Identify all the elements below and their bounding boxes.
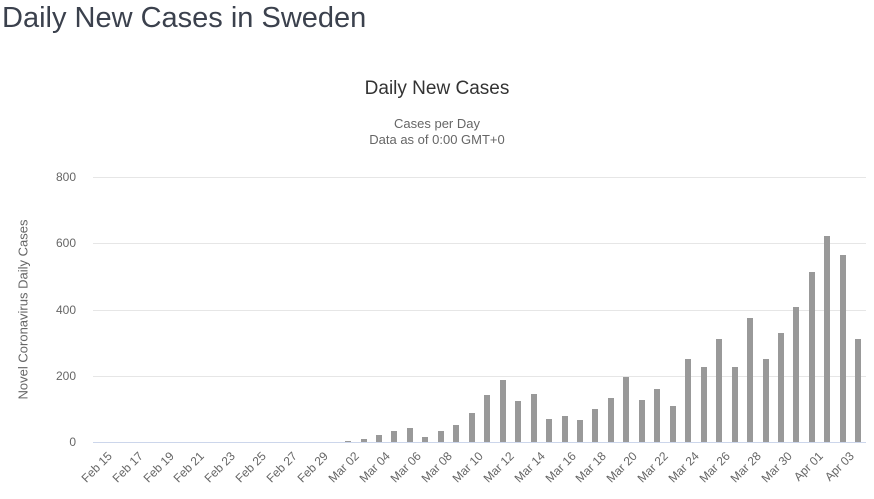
bar-mar-03[interactable] (360, 439, 367, 442)
bar-mar-25[interactable] (700, 367, 707, 442)
x-tick-label: Mar 04 (356, 449, 393, 486)
bar-mar-13[interactable] (515, 401, 522, 442)
bar-mar-10[interactable] (468, 413, 475, 442)
x-tick-label: Feb 29 (294, 449, 332, 486)
bar-mar-06[interactable] (406, 428, 413, 442)
plot-area (93, 177, 866, 443)
bar-mar-23[interactable] (669, 406, 676, 442)
chart-subtitle: Cases per Day Data as of 0:00 GMT+0 (0, 116, 874, 148)
bar-mar-15[interactable] (546, 419, 553, 442)
x-tick-label: Feb 21 (171, 449, 208, 486)
bar-mar-28[interactable] (747, 318, 754, 442)
page-title: Daily New Cases in Sweden (2, 2, 367, 34)
x-tick-label: Apr 03 (821, 449, 857, 484)
x-tick-label: Mar 22 (634, 449, 672, 486)
bar-mar-29[interactable] (762, 359, 769, 442)
bar-mar-16[interactable] (561, 416, 568, 442)
bar-mar-19[interactable] (607, 398, 614, 442)
bar-mar-30[interactable] (777, 333, 784, 442)
chart-subtitle-line-2: Data as of 0:00 GMT+0 (369, 132, 505, 147)
x-tick-label: Mar 02 (325, 449, 362, 486)
bar-mar-07[interactable] (422, 437, 429, 442)
bar-apr-01[interactable] (808, 272, 815, 442)
x-tick-label: Mar 26 (696, 449, 734, 486)
chart-subtitle-line-1: Cases per Day (394, 116, 480, 131)
bar-mar-27[interactable] (731, 367, 738, 442)
bar-mar-18[interactable] (592, 409, 599, 442)
bar-mar-12[interactable] (499, 380, 506, 442)
x-tick-label: Feb 25 (232, 449, 270, 486)
bar-mar-14[interactable] (530, 394, 537, 442)
x-tick-label: Mar 08 (418, 449, 455, 486)
bar-mar-20[interactable] (623, 377, 630, 442)
y-tick-label: 0 (69, 435, 76, 449)
x-tick-label: Mar 12 (480, 449, 517, 486)
bar-apr-04[interactable] (855, 339, 862, 442)
bar-mar-17[interactable] (576, 420, 583, 442)
gridline (93, 177, 866, 178)
y-tick-label: 600 (55, 236, 76, 251)
x-tick-label: Apr 01 (790, 449, 826, 484)
x-tick-label: Mar 28 (727, 449, 764, 486)
x-tick-label: Feb 23 (201, 449, 239, 486)
x-tick-label: Mar 20 (603, 449, 641, 486)
daily-new-cases-chart: Daily New Cases Cases per Day Data as of… (0, 60, 874, 499)
bar-mar-05[interactable] (391, 431, 398, 442)
x-tick-label: Feb 19 (140, 449, 177, 486)
bar-apr-03[interactable] (839, 255, 846, 442)
bar-apr-02[interactable] (824, 236, 831, 442)
x-tick-label: Mar 30 (758, 449, 795, 486)
x-tick-label: Mar 10 (449, 449, 486, 486)
x-axis-line (93, 442, 866, 443)
x-tick-label: Feb 15 (78, 449, 115, 486)
x-tick-label: Mar 06 (387, 449, 424, 486)
bar-mar-04[interactable] (376, 435, 382, 442)
bar-mar-02[interactable] (345, 441, 352, 442)
x-tick-label: Mar 18 (573, 449, 610, 486)
gridline (93, 309, 866, 311)
bar-mar-11[interactable] (484, 395, 491, 442)
x-tick-label: Mar 14 (511, 449, 548, 486)
x-tick-label: Mar 24 (665, 449, 703, 486)
x-tick-label: Feb 27 (263, 449, 301, 486)
bar-mar-09[interactable] (453, 425, 460, 442)
bar-mar-22[interactable] (654, 389, 661, 442)
chart-title: Daily New Cases (364, 78, 510, 99)
y-tick-label: 400 (55, 302, 76, 317)
bar-mar-08[interactable] (437, 431, 444, 442)
gridline (93, 243, 866, 245)
gridline (93, 375, 866, 377)
bar-mar-24[interactable] (685, 359, 692, 442)
y-tick-label: 200 (55, 368, 76, 383)
x-tick-label: Mar 16 (542, 449, 579, 486)
bar-mar-26[interactable] (716, 339, 723, 442)
bar-mar-31[interactable] (793, 307, 800, 442)
bar-mar-21[interactable] (638, 400, 645, 442)
x-tick-label: Feb 17 (109, 449, 146, 486)
y-tick-label: 800 (55, 170, 76, 184)
